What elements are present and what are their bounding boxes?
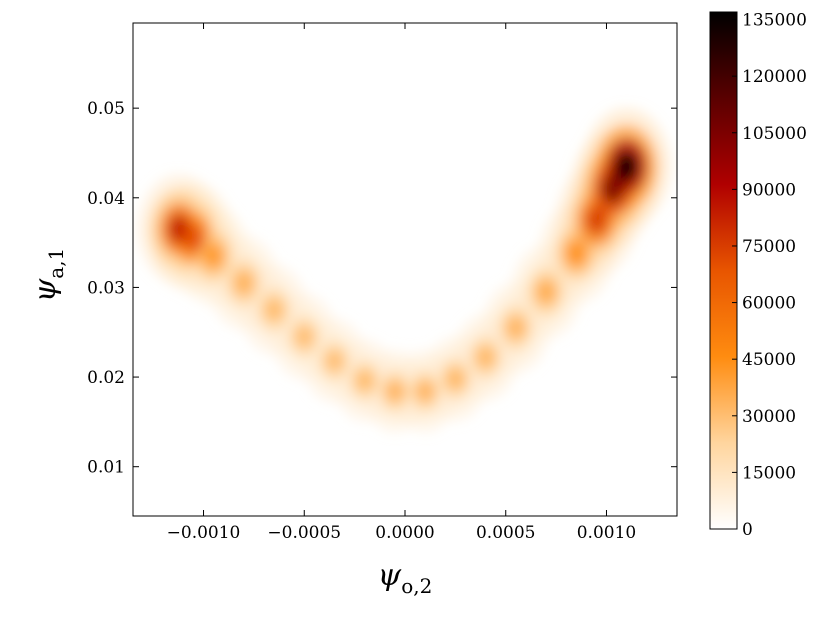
y-axis-subscript: a,1: [44, 248, 68, 279]
density-blob: [585, 205, 608, 235]
x-tick-label: 0.0000: [375, 523, 434, 543]
x-axis: −0.0010 −0.0005 0.0000 0.0005 0.0010: [167, 23, 636, 543]
x-tick-label: −0.0005: [267, 523, 341, 543]
density-blob: [233, 270, 254, 296]
density-blob: [505, 315, 526, 340]
x-tick-label: 0.0005: [476, 523, 535, 543]
colorbar-tick-label: 75000: [742, 237, 796, 257]
density-blob: [536, 279, 557, 305]
x-axis-symbol: ψ: [378, 558, 402, 593]
density-blob: [182, 223, 205, 253]
y-tick-label: 0.03: [87, 278, 125, 298]
y-axis: 0.01 0.02 0.03 0.04 0.05: [87, 99, 677, 478]
density-blob: [566, 240, 587, 267]
density-blob: [615, 151, 639, 182]
colorbar-tick-label: 105000: [742, 124, 807, 144]
x-axis-title: ψo,2: [378, 558, 433, 598]
y-tick-label: 0.04: [87, 189, 125, 209]
colorbar-tick-label: 15000: [742, 463, 796, 483]
density-blob: [384, 380, 405, 403]
x-axis-subscript: o,2: [401, 574, 432, 598]
y-tick-label: 0.02: [87, 368, 125, 388]
colorbar-tick-label: 60000: [742, 294, 796, 314]
density-blob: [601, 174, 624, 204]
density-blob: [203, 243, 224, 269]
x-tick-label: −0.0010: [167, 523, 241, 543]
density-layer: [138, 108, 671, 433]
colorbar-tick-label: 45000: [742, 350, 796, 370]
colorbar-tick-label: 0: [742, 520, 753, 540]
colorbar: [709, 11, 738, 530]
density-blob: [475, 346, 496, 369]
y-tick-label: 0.01: [87, 458, 125, 478]
density-blob: [294, 325, 315, 349]
colorbar-tick-label: 90000: [742, 180, 796, 200]
colorbar-tick-label: 120000: [742, 67, 807, 87]
y-tick-label: 0.05: [87, 99, 125, 119]
colorbar-ticks: 0 15000 30000 45000 60000 75000 90000 105000 120…: [732, 11, 807, 540]
density-blob: [354, 369, 375, 392]
y-axis-title: ψa,1: [28, 248, 68, 303]
density-blob: [324, 349, 345, 373]
x-tick-label: 0.0010: [577, 523, 636, 543]
y-axis-symbol: ψ: [28, 278, 63, 302]
density-blob: [445, 367, 466, 390]
colorbar-tick-label: 30000: [742, 407, 796, 427]
density-blob: [415, 380, 436, 403]
density-blob: [264, 298, 285, 322]
colorbar-tick-label: 135000: [742, 11, 807, 31]
